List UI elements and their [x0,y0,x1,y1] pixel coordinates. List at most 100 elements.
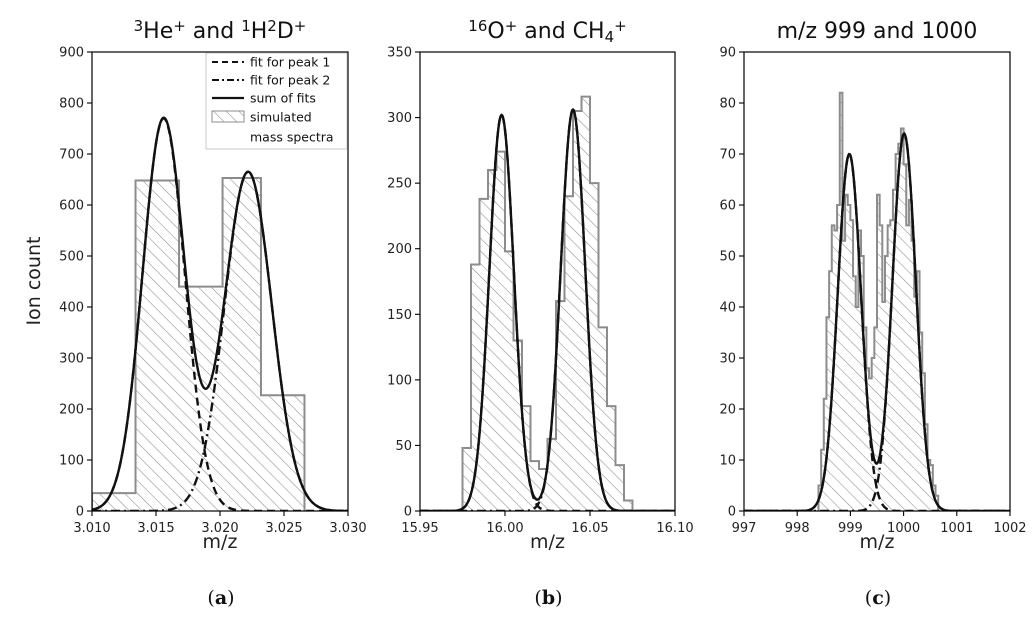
y-tick-label: 50 [395,439,412,454]
y-tick-label: 250 [387,177,412,192]
sum-of-fits-line [744,132,1010,511]
histogram-bar [877,194,880,511]
panel-title-part: He [143,19,173,44]
histogram-bar [842,240,846,511]
sum-of-fits-line [92,116,348,511]
y-tick-label: 10 [719,454,736,469]
panel-title-part: + [614,17,627,35]
panel-title: 16O+ and CH4+ [468,17,626,46]
y-tick-label: 100 [387,373,412,388]
fit-curves [92,116,348,511]
y-tick-label: 600 [59,199,84,214]
panel-letter: (a) [207,587,234,609]
histogram-bar [845,194,848,511]
histogram-bar [92,493,136,511]
panel-letter-close: ) [555,587,562,609]
histogram-bar [573,111,582,511]
histogram [92,176,306,511]
histogram-bar [908,199,912,511]
histogram-bar [853,276,856,511]
histogram-bar [615,465,624,511]
histogram-bar [829,271,832,511]
panel-letter-value: c [872,587,884,609]
histogram-bar [911,240,915,511]
histogram-bar [488,170,497,511]
sum-of-fits-line [420,108,675,511]
x-tick-label: 3.025 [265,521,302,536]
histogram-bar [607,406,616,511]
y-tick-label: 40 [719,301,736,316]
panel-letter-open: ( [207,587,214,609]
histogram-bar [916,271,920,511]
panel-title: m/z 999 and 1000 [777,19,978,44]
y-tick-label: 150 [387,308,412,323]
histogram-bar [837,205,840,511]
x-tick-label: 1000 [887,521,920,536]
x-tick-label: 16.00 [486,521,523,536]
histogram-bar [826,317,830,511]
x-tick-label: 16.10 [656,521,693,536]
y-tick-label: 900 [59,46,84,61]
legend-label: simulated [250,110,312,125]
histogram-bar [892,189,896,511]
x-tick-label: 3.015 [137,521,174,536]
histogram-outline [817,91,940,511]
y-tick-label: 500 [59,250,84,265]
histogram-bar [914,296,917,511]
x-axis-label: m/z [203,531,238,553]
histogram-bar [895,154,899,511]
histogram-bar [863,327,867,511]
panel-letter-open: ( [865,587,872,609]
y-tick-label: 700 [59,148,84,163]
panel-title-part: 3 [134,17,144,35]
histogram-bar [922,373,925,511]
histogram-bar [135,180,180,511]
x-tick-label: 3.010 [73,521,110,536]
plot-frame [419,51,676,512]
panel-letter: (c) [865,587,891,609]
x-tick-label: 3.020 [201,521,238,536]
histogram-bar [505,251,514,511]
panel-b: 0 50 100 150 200 250 300 350 15.95 16.00 16.05 16.1… [387,17,693,609]
histogram-bar [462,448,471,511]
histogram-bar [919,332,923,511]
panel-title-part: H [251,19,268,44]
histogram-bar [861,256,864,511]
histogram-bar [890,220,893,511]
panel-letter-value: b [542,587,555,609]
x-tick-label: 998 [785,521,810,536]
histogram-bar [564,196,573,511]
histogram-bar [598,327,607,511]
histogram-bar [882,301,885,511]
y-axis-label: Ion count [23,237,45,326]
x-axis-label: m/z [860,531,895,553]
panel-letter-open: ( [534,587,541,609]
panel-letter-close: ) [227,587,234,609]
legend-label: mass spectra [250,130,334,145]
histogram-bar [874,327,877,511]
y-tick-label: 800 [59,97,84,112]
x-tick-label: 3.030 [329,521,366,536]
y-tick-label: 0 [404,505,412,520]
histogram-bar [513,340,522,511]
y-tick-label: 0 [728,505,736,520]
panel-title-part: m/z 999 and 1000 [777,19,978,44]
histogram-bar [847,205,851,511]
y-tick-label: 60 [719,199,736,214]
y-tick-label: 300 [387,111,412,126]
x-tick-label: 15.95 [401,521,438,536]
y-tick-label: 300 [59,352,84,367]
y-tick-label: 350 [387,46,412,61]
legend-swatch-hatch [211,110,245,123]
legend-box [205,52,348,150]
legend: fit for peak 1 fit for peak 2 sum of fits s… [205,52,348,150]
histogram-bar [556,301,565,511]
panel-title-part: + [294,17,307,35]
histogram-bar [839,92,843,511]
y-tick-label: 30 [719,352,736,367]
histogram-bar [855,307,859,511]
panel-title-part: and CH [517,19,604,44]
panel-title-part: D [277,19,294,44]
histogram-bar [898,143,901,511]
